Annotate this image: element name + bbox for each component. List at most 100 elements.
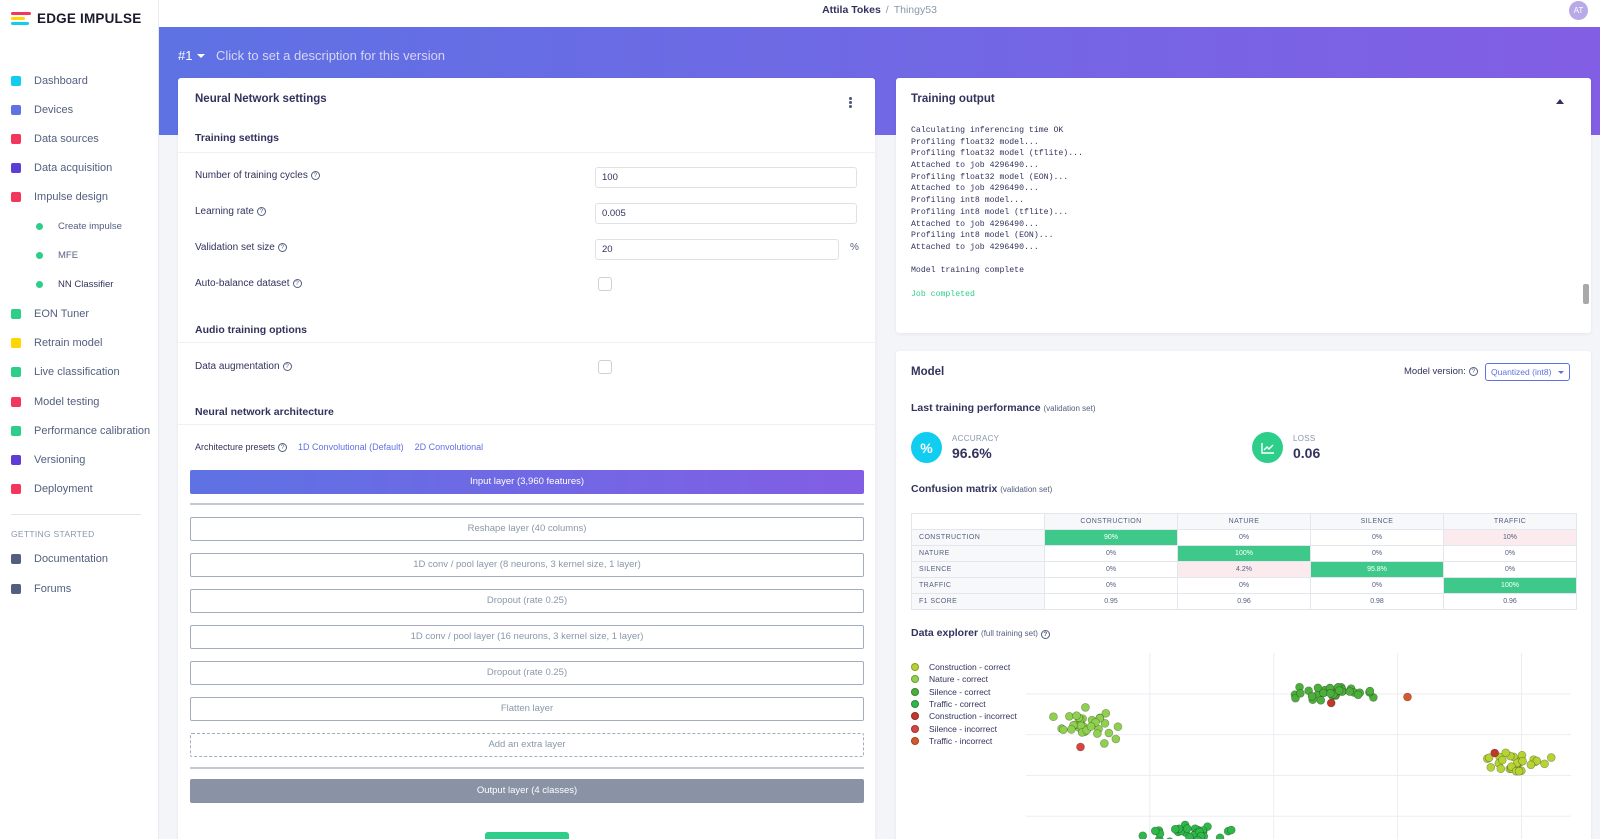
legend-item[interactable]: Nature - correct	[911, 673, 1017, 685]
scrollbar-thumb[interactable]	[1583, 284, 1589, 304]
sidebar-subitem-mfe[interactable]: MFE	[0, 241, 159, 270]
data-point[interactable]	[1498, 755, 1507, 765]
sidebar-item-performance-calibration[interactable]: Performance calibration	[0, 416, 159, 445]
augmentation-checkbox[interactable]	[598, 360, 612, 374]
data-point[interactable]	[1490, 748, 1500, 758]
sidebar-item-data-acquisition[interactable]: Data acquisition	[0, 154, 159, 183]
help-icon[interactable]: ?	[292, 279, 302, 288]
start-training-button[interactable]	[485, 832, 569, 839]
validation-size-input[interactable]: 20	[595, 239, 839, 260]
help-icon[interactable]: ?	[282, 362, 292, 371]
layer-dropout[interactable]: Dropout (rate 0.25)	[190, 589, 864, 613]
data-point[interactable]	[1100, 739, 1109, 748]
data-point[interactable]	[1170, 824, 1180, 834]
data-point[interactable]	[1514, 766, 1524, 776]
data-point[interactable]	[1065, 712, 1074, 721]
data-point[interactable]	[1049, 712, 1058, 721]
sidebar-item-forums[interactable]: Forums	[0, 574, 159, 603]
data-point[interactable]	[1104, 728, 1114, 738]
data-point[interactable]	[1081, 703, 1090, 712]
data-point[interactable]	[1100, 719, 1110, 728]
data-explorer-plot[interactable]	[1026, 653, 1571, 839]
data-point[interactable]	[1365, 686, 1375, 696]
data-point[interactable]	[1326, 698, 1336, 708]
legend-item[interactable]: Silence - incorrect	[911, 722, 1017, 734]
data-point[interactable]	[1101, 709, 1111, 718]
version-selector[interactable]: #1	[178, 48, 206, 63]
data-point[interactable]	[1067, 725, 1076, 734]
input-layer[interactable]: Input layer (3,960 features)	[190, 470, 864, 494]
help-icon[interactable]: ?	[278, 442, 288, 452]
sidebar-item-eon-tuner[interactable]: EON Tuner	[0, 300, 159, 329]
version-description[interactable]: Click to set a description for this vers…	[216, 48, 446, 63]
sidebar-item-live-classification[interactable]: Live classification	[0, 358, 159, 387]
data-point[interactable]	[1058, 725, 1068, 734]
legend-item[interactable]: Construction - correct	[911, 661, 1017, 673]
data-point[interactable]	[1138, 831, 1148, 839]
data-point[interactable]	[1093, 729, 1102, 738]
data-point[interactable]	[1072, 711, 1081, 720]
auto-balance-checkbox[interactable]	[598, 277, 612, 291]
model-version-select[interactable]: Quantized (int8)	[1485, 363, 1570, 381]
help-icon[interactable]: ?	[1040, 630, 1050, 639]
data-point[interactable]	[1326, 689, 1335, 698]
legend-item[interactable]: Traffic - incorrect	[911, 735, 1017, 747]
data-point[interactable]	[1532, 756, 1542, 766]
data-point[interactable]	[1111, 734, 1121, 744]
layer-dropout[interactable]: Dropout (rate 0.25)	[190, 661, 864, 685]
breadcrumb-user[interactable]: Attila Tokes	[822, 4, 881, 16]
edge-impulse-logo[interactable]: EDGE IMPULSE	[11, 11, 141, 26]
layer-conv1d[interactable]: 1D conv / pool layer (16 neurons, 3 kern…	[190, 625, 864, 649]
data-point[interactable]	[1193, 835, 1202, 839]
sidebar-item-documentation[interactable]: Documentation	[0, 545, 159, 574]
breadcrumb-project[interactable]: Thingy53	[893, 4, 937, 16]
layer-conv1d[interactable]: 1D conv / pool layer (8 neurons, 3 kerne…	[190, 553, 864, 577]
data-point[interactable]	[1296, 688, 1305, 698]
data-point[interactable]	[1316, 695, 1326, 705]
data-point[interactable]	[1501, 748, 1511, 758]
data-point[interactable]	[1518, 756, 1527, 766]
data-point[interactable]	[1486, 763, 1496, 772]
data-point[interactable]	[1226, 825, 1236, 835]
help-icon[interactable]: ?	[256, 207, 266, 216]
data-point[interactable]	[1353, 690, 1363, 700]
legend-item[interactable]: Traffic - correct	[911, 698, 1017, 710]
training-cycles-input[interactable]: 100	[595, 167, 857, 188]
data-point[interactable]	[1291, 693, 1300, 703]
sidebar-item-dashboard[interactable]: Dashboard	[0, 66, 159, 95]
preset-1d-conv-link[interactable]: 1D Convolutional (Default)	[298, 442, 404, 452]
data-point[interactable]	[1076, 742, 1085, 752]
layer-reshape[interactable]: Reshape layer (40 columns)	[190, 517, 864, 541]
add-layer-button[interactable]: Add an extra layer	[190, 733, 864, 757]
sidebar-item-impulse-design[interactable]: Impulse design	[0, 183, 159, 212]
data-point[interactable]	[1496, 764, 1506, 774]
data-point[interactable]	[1540, 759, 1549, 769]
output-layer[interactable]: Output layer (4 classes)	[190, 779, 864, 803]
data-point[interactable]	[1086, 722, 1096, 731]
data-point[interactable]	[1546, 753, 1556, 762]
data-point[interactable]	[1526, 760, 1536, 770]
data-point[interactable]	[1345, 687, 1355, 696]
data-point[interactable]	[1185, 833, 1194, 839]
data-point[interactable]	[1150, 826, 1160, 836]
sidebar-item-retrain-model[interactable]: Retrain model	[0, 329, 159, 358]
data-point[interactable]	[1183, 824, 1192, 833]
data-point[interactable]	[1403, 692, 1412, 702]
sidebar-item-data-sources[interactable]: Data sources	[0, 124, 159, 153]
sidebar-item-devices[interactable]: Devices	[0, 95, 159, 124]
preset-2d-conv-link[interactable]: 2D Convolutional	[414, 442, 484, 452]
sidebar-item-model-testing[interactable]: Model testing	[0, 387, 159, 416]
sidebar-item-deployment[interactable]: Deployment	[0, 475, 159, 504]
data-point[interactable]	[1113, 722, 1123, 732]
avatar[interactable]: AT	[1569, 1, 1588, 20]
sidebar-subitem-create-impulse[interactable]: Create impulse	[0, 212, 159, 241]
sidebar-subitem-nn-classifier[interactable]: NN Classifier	[0, 270, 159, 299]
more-options-icon[interactable]	[849, 97, 852, 108]
legend-item[interactable]: Silence - correct	[911, 686, 1017, 698]
help-icon[interactable]: ?	[277, 243, 287, 252]
log-scrollbar[interactable]	[1581, 124, 1591, 395]
help-icon[interactable]: ?	[310, 171, 320, 180]
data-point[interactable]	[1334, 686, 1344, 695]
learning-rate-input[interactable]: 0.005	[595, 203, 857, 224]
data-point[interactable]	[1313, 683, 1323, 693]
